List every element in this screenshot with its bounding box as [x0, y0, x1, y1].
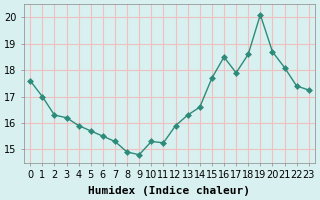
X-axis label: Humidex (Indice chaleur): Humidex (Indice chaleur)	[89, 186, 251, 196]
